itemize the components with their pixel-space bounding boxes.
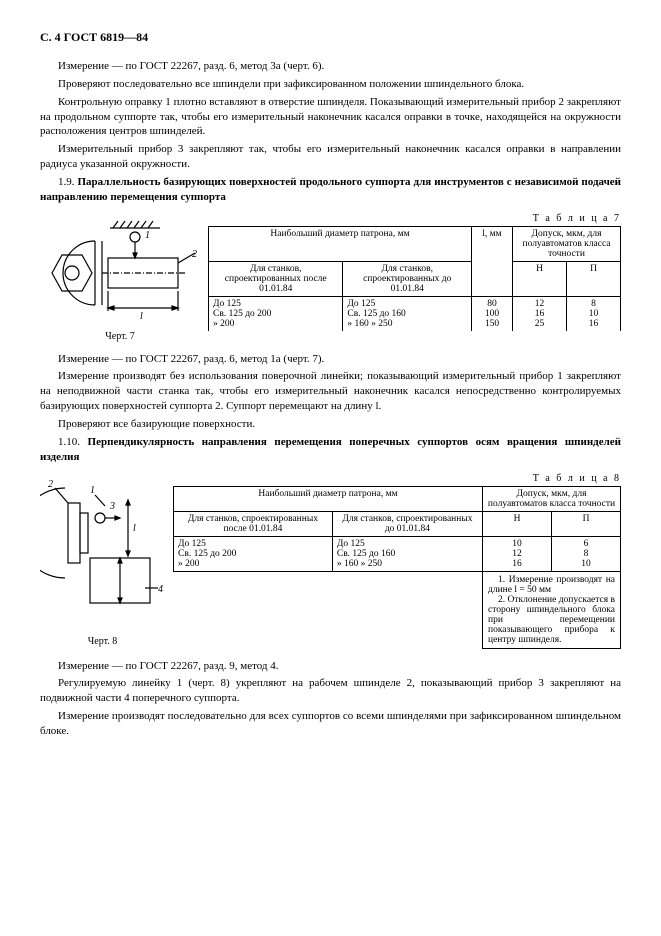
t7-head-diam: Наибольший диаметр патрона, мм [209,226,472,261]
svg-text:1: 1 [145,230,150,241]
section-1-9: 1.9. Параллельность базирующих поверхнос… [40,175,621,205]
t7-head-p: П [567,261,621,296]
page-header: С. 4 ГОСТ 6819—84 [40,30,621,45]
svg-text:l: l [140,311,143,322]
t8-head-n: Н [483,511,552,536]
para-6: Измерение производят без использования п… [40,369,621,414]
t7-head-tol: Допуск, мкм, для полуавтоматов класса то… [513,226,621,261]
svg-text:4: 4 [158,584,163,595]
figure-7-caption: Черт. 7 [40,331,200,342]
para-5: Измерение — по ГОСТ 22267, разд. 6, мето… [40,352,621,367]
para-9: Регулируемую линейку 1 (черт. 8) укрепля… [40,676,621,706]
para-1: Измерение — по ГОСТ 22267, разд. 6, мето… [40,59,621,74]
svg-text:l: l [133,523,136,534]
para-10: Измерение производят последовательно для… [40,709,621,739]
para-7: Проверяют все базирующие поверхности. [40,417,621,432]
table-7: Наибольший диаметр патрона, мм l, мм Доп… [208,226,621,331]
section-1-10: 1.10. Перпендикулярность направления пер… [40,435,621,465]
t7-head-l: l, мм [472,226,513,296]
t7-head-n: Н [513,261,567,296]
para-8: Измерение — по ГОСТ 22267, разд. 9, мето… [40,659,621,674]
t7-head-after: Для станков, спроектированных после 01.0… [209,261,343,296]
figure-7: 1 2 l Черт. 7 [40,213,200,342]
table-row: До 125 Св. 125 до 200 » 200 До 125 Св. 1… [209,296,621,331]
t8-head-p: П [552,511,621,536]
table-8-notes: 1. Измерение производят на длине l = 50 … [483,571,621,648]
svg-text:3: 3 [109,501,115,512]
svg-text:1: 1 [90,485,95,496]
table-7-label: Т а б л и ц а 7 [208,213,621,224]
t8-head-tol: Допуск, мкм, для полуавтоматов класса то… [483,486,621,511]
table-row: До 125 Св. 125 до 200 » 200 До 125 Св. 1… [174,536,621,571]
t8-head-after: Для станков, спроектированных после 01.0… [174,511,333,536]
svg-text:2: 2 [192,249,197,260]
t7-head-before: Для станков, спроектированных до 01.01.8… [343,261,472,296]
para-3: Контрольную оправку 1 плотно вставляют в… [40,95,621,140]
para-4: Измерительный прибор 3 закрепляют так, ч… [40,142,621,172]
t8-head-diam: Наибольший диаметр патрона, мм [174,486,483,511]
table-8-label: Т а б л и ц а 8 [173,473,621,484]
svg-text:2: 2 [48,479,53,490]
t8-head-before: Для станков, спроектированных до 01.01.8… [332,511,482,536]
para-2: Проверяют последовательно все шпиндели п… [40,77,621,92]
figure-8: 2 1 3 l 4 Черт. 8 [40,473,165,647]
table-8: Наибольший диаметр патрона, мм Допуск, м… [173,486,621,649]
figure-8-caption: Черт. 8 [40,636,165,647]
